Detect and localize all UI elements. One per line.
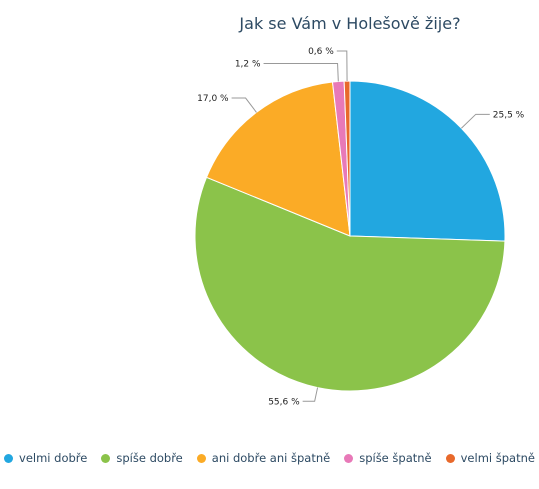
legend-dot bbox=[445, 453, 455, 463]
data-label: 17,0 % bbox=[197, 94, 229, 104]
legend-item-spise-spatne[interactable]: spíše špatně bbox=[344, 451, 432, 465]
label-leader-line bbox=[231, 97, 257, 113]
legend-dot bbox=[344, 453, 354, 463]
label-leader-line bbox=[263, 62, 339, 82]
label-leader-line bbox=[461, 113, 490, 129]
data-label: 55,6 % bbox=[268, 397, 300, 407]
label-leader-line bbox=[336, 50, 348, 82]
legend-item-velmi-dobre[interactable]: velmi dobře bbox=[4, 451, 87, 465]
legend-item-spise-dobre[interactable]: spíše dobře bbox=[101, 451, 183, 465]
legend-label: velmi dobře bbox=[19, 451, 88, 465]
pie-slice[interactable] bbox=[343, 80, 351, 237]
legend-item-velmi-spatne[interactable]: velmi špatně bbox=[445, 451, 535, 465]
pie-slice[interactable] bbox=[194, 176, 506, 392]
legend-label: spíše dobře bbox=[116, 451, 183, 465]
pie-slice[interactable] bbox=[349, 80, 506, 242]
legend-label: velmi špatně bbox=[460, 451, 535, 465]
legend-item-ani-dobre-ani-spatne[interactable]: ani dobře ani špatně bbox=[196, 451, 331, 465]
legend-dot bbox=[101, 453, 111, 463]
label-leader-line bbox=[302, 387, 319, 402]
pie-chart: 25,5 % 55,6 % 17,0 % 1,2 % 0,6 % bbox=[194, 47, 525, 407]
pie-slice[interactable] bbox=[205, 81, 351, 237]
data-label: 25,5 % bbox=[493, 110, 525, 120]
data-label: 1,2 % bbox=[235, 59, 261, 69]
legend-label: spíše špatně bbox=[359, 451, 432, 465]
data-labels: 25,5 % 55,6 % 17,0 % 1,2 % 0,6 % bbox=[197, 47, 525, 407]
chart-title: Jak se Vám v Holešově žije? bbox=[239, 14, 461, 33]
pie-slices bbox=[194, 80, 506, 392]
data-label: 0,6 % bbox=[308, 47, 334, 57]
legend-dot bbox=[196, 453, 206, 463]
legend-label: ani dobře ani špatně bbox=[211, 451, 331, 465]
chart-legend: velmi dobře spíše dobře ani dobře ani šp… bbox=[0, 451, 539, 465]
legend-dot bbox=[4, 453, 14, 463]
label-leaders bbox=[231, 50, 490, 402]
